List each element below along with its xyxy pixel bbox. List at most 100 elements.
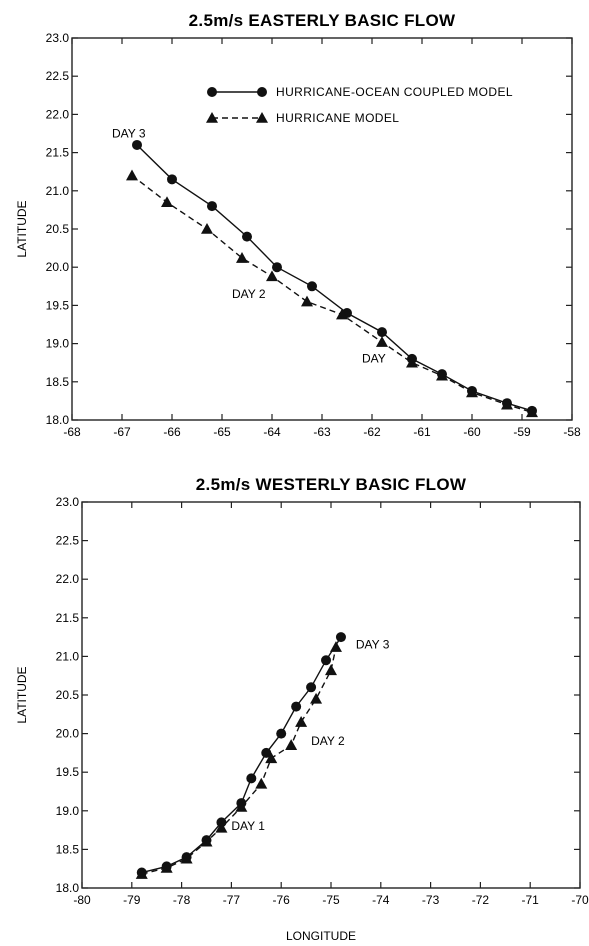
data-point-triangle [310,692,323,704]
y-tick-label: 20.5 [56,688,80,702]
y-tick-label: 22.5 [56,534,80,548]
y-tick-label: 23.0 [56,495,80,509]
series-line [141,646,337,875]
data-point-circle [306,682,317,693]
data-point-triangle [135,868,148,879]
x-tick-label: -79 [123,893,141,907]
y-tick-label: 20.0 [56,727,80,741]
data-point-triangle [301,295,313,307]
x-tick-label: -66 [163,425,181,439]
x-tick-label: -74 [372,893,390,907]
data-point-triangle [215,821,228,833]
day-annotation: DAY 1 [231,819,265,833]
y-tick-label: 22.0 [46,107,70,121]
legend-marker-triangle [206,112,218,123]
data-point-triangle [526,406,538,418]
data-point-triangle [376,336,388,347]
x-tick-label: -58 [563,425,581,439]
y-tick-label: 19.0 [56,804,80,818]
series-line [131,174,533,414]
data-point-triangle [255,777,268,789]
data-point-triangle [126,169,138,181]
data-point-circle [321,655,332,666]
data-point-triangle [266,270,278,282]
series-coupled [136,632,346,878]
series-line [136,144,533,412]
x-tick-label: -78 [173,893,191,907]
y-tick-label: 18.5 [56,842,80,856]
x-tick-label: -72 [472,893,490,907]
data-point-triangle [201,223,213,234]
x-tick-label: -76 [273,893,291,907]
y-tick-label: 20.5 [46,222,70,236]
y-tick-label: 22.0 [56,572,80,586]
data-point-circle [167,174,177,185]
x-tick-label: -61 [413,425,431,439]
legend-marker-circle [207,87,217,97]
day-annotation: DAY 2 [232,287,266,301]
data-point-triangle [265,752,278,764]
data-point-triangle [180,852,193,864]
data-point-circle [261,747,272,758]
data-point-circle [335,632,346,643]
x-tick-label: -71 [522,893,540,907]
data-point-triangle [236,252,248,263]
data-point-circle [291,701,302,712]
series-coupled [132,139,537,416]
data-point-triangle [160,861,173,873]
y-tick-label: 20.0 [46,260,70,274]
y-tick-label: 21.5 [56,611,80,625]
data-point-triangle [325,664,337,676]
x-tick-label: -62 [363,425,381,439]
y-axis-label: LATITUDE [15,200,29,257]
x-tick-label: -73 [422,893,440,907]
x-tick-label: -75 [322,893,340,907]
legend-marker-triangle [256,112,268,123]
day-annotation: DAY 3 [112,126,146,140]
data-point-triangle [336,308,348,320]
data-point-circle [242,231,252,242]
y-tick-label: 21.0 [56,649,80,663]
x-tick-label: -68 [63,425,81,439]
data-point-triangle [161,196,173,208]
series-hurricane [135,641,342,879]
plot-frame [81,501,581,889]
data-point-triangle [200,835,213,847]
x-tick-label: -77 [223,893,241,907]
legend-label: HURRICANE-OCEAN COUPLED MODEL [276,85,513,99]
y-axis-label: LATITUDE [15,666,29,723]
data-point-triangle [329,641,342,652]
legend-label: HURRICANE MODEL [276,111,399,125]
y-tick-label: 21.0 [46,184,70,198]
y-tick-label: 18.0 [46,413,70,427]
data-point-circle [207,201,217,212]
legend-marker-circle [257,87,267,97]
data-point-circle [276,728,287,739]
chart-panel-1: 2.5m/s EASTERLY BASIC FLOW -68 -67 -66 -65 -6… [15,11,581,439]
data-point-triangle [295,716,308,727]
data-point-triangle [466,386,478,398]
y-tick-label: 18.0 [56,881,80,895]
y-tick-label: 19.0 [46,337,70,351]
y-tick-label: 18.5 [46,375,70,389]
chart-title: 2.5m/s EASTERLY BASIC FLOW [189,11,456,30]
x-axis-label: LONGITUDE [286,929,356,943]
series-line [141,636,342,874]
y-tick-label: 19.5 [46,298,70,312]
data-point-circle [272,262,282,273]
day-annotation: DAY [362,352,386,366]
data-point-triangle [406,356,418,368]
x-tick-label: -64 [263,425,281,439]
series-hurricane [126,169,538,418]
y-tick-label: 21.5 [46,146,70,160]
x-tick-label: -63 [313,425,331,439]
x-tick-label: -70 [571,893,589,907]
day-annotation: DAY 3 [356,638,390,652]
data-point-triangle [501,398,513,410]
legend: HURRICANE-OCEAN COUPLED MODEL HURRICANE M… [206,85,513,125]
x-tick-label: -60 [463,425,481,439]
data-point-circle [246,773,257,784]
y-tick-label: 23.0 [46,31,70,45]
data-point-triangle [235,800,248,812]
